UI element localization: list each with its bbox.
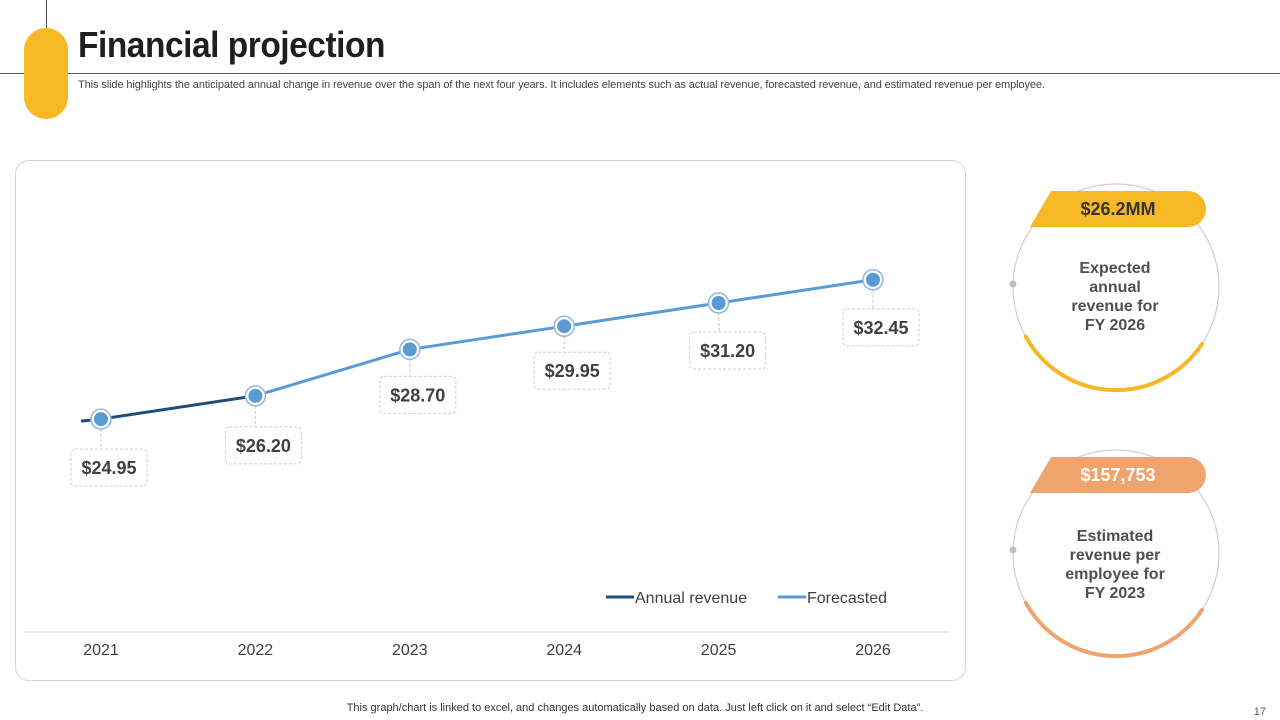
kpi-ring-1 [1009, 183, 1220, 393]
data-label-box [70, 448, 148, 487]
title-accent-pill [24, 28, 68, 119]
data-label-connector [718, 312, 721, 333]
legend-label: Forecasted [807, 590, 887, 607]
data-label: $24.95 [81, 458, 136, 478]
kpi-value: $157,753 [1080, 464, 1156, 485]
kpi-ring-2 [1009, 449, 1220, 659]
x-tick-label: 2022 [238, 642, 274, 659]
header-divider-line [0, 73, 1280, 74]
data-label: $32.45 [853, 318, 908, 338]
header-vertical-line [46, 0, 47, 28]
x-tick-label: 2025 [701, 642, 737, 659]
kpi-ring-arc [1023, 600, 1205, 659]
kpi-label-line: annual [1089, 279, 1141, 296]
page-title: Financial projection [78, 24, 385, 65]
data-point [248, 388, 263, 403]
data-point [94, 412, 108, 427]
kpi-label-line: FY 2023 [1084, 585, 1146, 602]
data-point [711, 296, 726, 310]
data-label-box [689, 331, 767, 370]
kpi-label-line: Expected [1079, 260, 1151, 277]
x-tick-label: 2026 [855, 642, 891, 659]
data-label-box [842, 308, 920, 347]
x-tick-label: 2023 [392, 642, 428, 659]
kpi-label-line: revenue for [1071, 298, 1159, 315]
revenue-chart-panel[interactable]: 2021 2022 2023 2024 2025 2026 $24.95 $26.20 $28.… [15, 160, 966, 681]
kpi-card-revenue-per-employee: $157,753 Estimated revenue per employee … [1005, 446, 1230, 666]
data-label-box [379, 375, 457, 414]
kpi-label-line: FY 2026 [1084, 317, 1146, 334]
kpi-ring-dot [1009, 280, 1017, 288]
revenue-line-chart[interactable]: 2021 2022 2023 2024 2025 2026 $24.95 $26.20 $28.… [16, 161, 967, 682]
kpi-ring-dot [1009, 546, 1017, 554]
x-tick-label: 2024 [546, 642, 582, 659]
kpi-label-line: revenue per [1069, 547, 1161, 564]
kpi-value-tag: $157,753 [1030, 457, 1206, 493]
footnote: This graph/chart is linked to excel, and… [0, 702, 1280, 714]
data-point [402, 342, 417, 357]
legend-label: Annual revenue [635, 590, 747, 607]
kpi-card-expected-revenue: $26.2MM Expected annual revenue for FY 2… [1005, 180, 1230, 400]
kpi-label-line: employee for [1065, 566, 1165, 583]
kpi-label-line: Estimated [1076, 528, 1154, 545]
data-label: $29.95 [545, 361, 600, 381]
kpi-label: Estimated revenue per employee for FY 20… [1055, 527, 1175, 603]
data-label: $26.20 [236, 436, 291, 456]
data-label: $28.70 [390, 385, 445, 405]
data-point [866, 272, 880, 287]
page-subtitle: This slide highlights the anticipated an… [78, 79, 1045, 91]
page-number: 17 [1253, 706, 1266, 718]
data-label-box [533, 351, 611, 390]
data-label-box [224, 426, 302, 465]
footnote-text: This graph/chart is linked to excel, and… [346, 702, 924, 714]
kpi-ring-arc [1023, 334, 1205, 393]
kpi-value-tag: $26.2MM [1030, 191, 1206, 227]
kpi-label: Expected annual revenue for FY 2026 [1055, 259, 1175, 335]
x-tick-label: 2021 [83, 642, 119, 659]
kpi-value: $26.2MM [1080, 198, 1156, 219]
data-label: $31.20 [700, 341, 755, 361]
data-point [557, 319, 572, 334]
